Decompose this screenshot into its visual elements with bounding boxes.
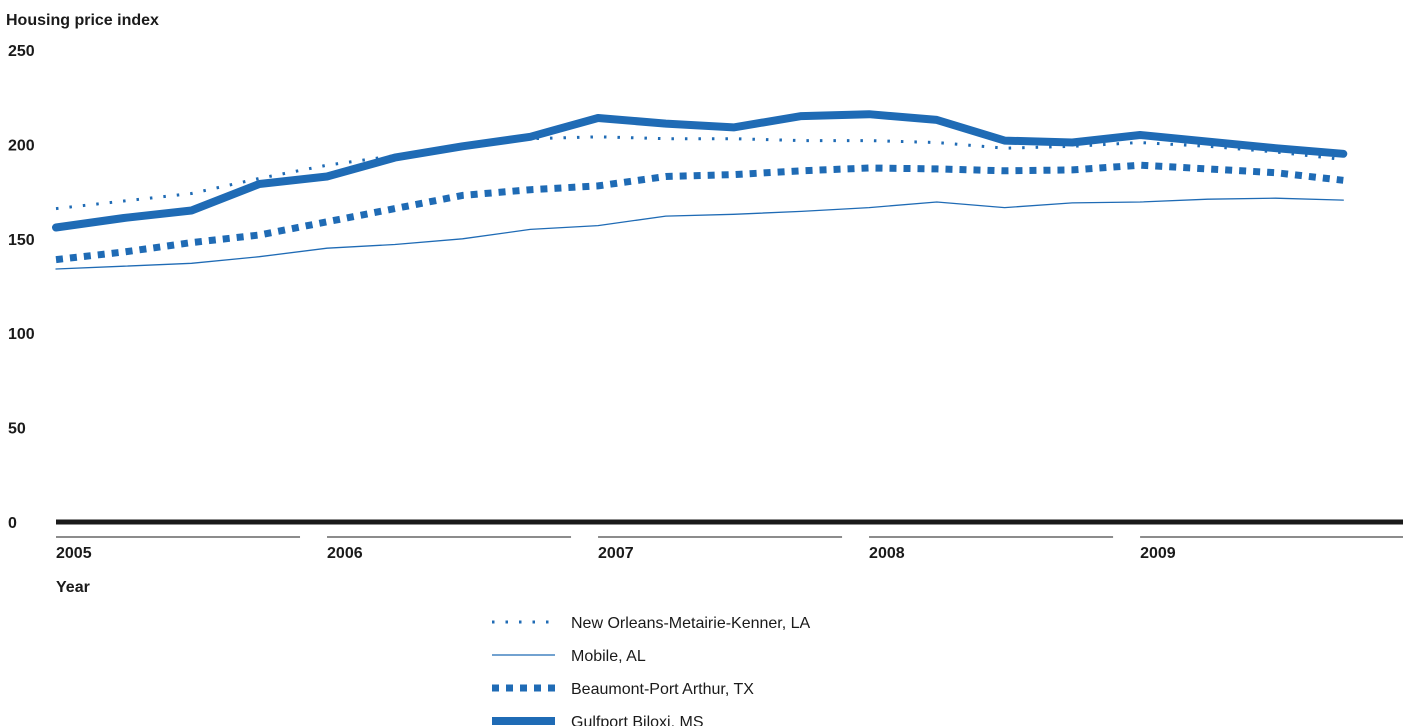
x-axis-title: Year	[56, 579, 90, 596]
y-tick-label: 100	[8, 326, 35, 343]
x-tick-label: 2009	[1140, 545, 1176, 562]
series-line-1	[55, 197, 1344, 270]
x-tick-label: 2005	[56, 545, 92, 562]
plot-area	[52, 110, 1348, 270]
y-axis: 0 50 100 150 200 250	[8, 43, 35, 532]
y-tick-label: 250	[8, 43, 35, 60]
y-tick-label: 50	[8, 421, 26, 438]
y-tick-label: 150	[8, 232, 35, 249]
series-line-2	[55, 161, 1344, 264]
legend-label: Beaumont-Port Arthur, TX	[571, 681, 754, 698]
y-axis-title: Housing price index	[6, 12, 159, 29]
x-tick-label: 2006	[327, 545, 363, 562]
y-tick-label: 200	[8, 137, 35, 154]
x-tick-label: 2007	[598, 545, 634, 562]
legend: New Orleans-Metairie-Kenner, LA Mobile, A…	[492, 615, 811, 726]
series-line-3	[52, 110, 1348, 232]
legend-label: Gulfport Biloxi, MS	[571, 714, 703, 726]
x-tick-label: 2008	[869, 545, 905, 562]
legend-label: Mobile, AL	[571, 648, 646, 665]
y-tick-label: 0	[8, 515, 17, 532]
legend-label: New Orleans-Metairie-Kenner, LA	[571, 615, 811, 632]
series-line-0	[55, 135, 1344, 211]
x-axis: 2005 2006 2007 2008 2009	[56, 519, 1403, 562]
